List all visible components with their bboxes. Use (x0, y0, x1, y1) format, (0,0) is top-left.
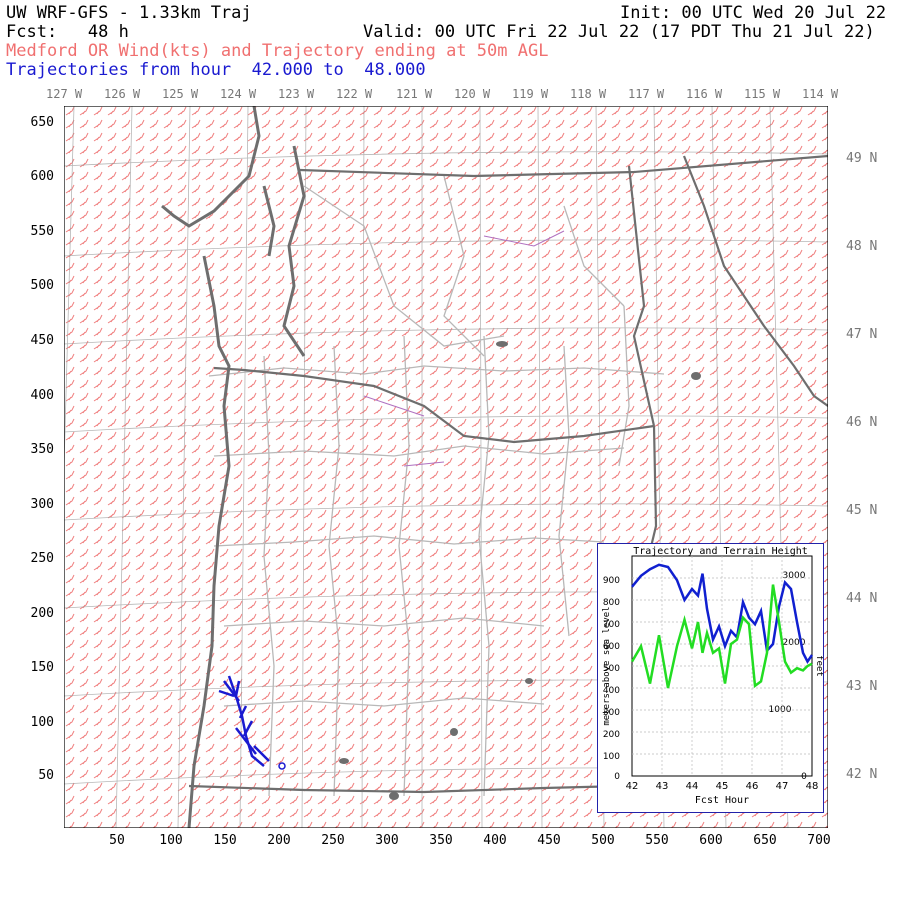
inset-left-tick: 800 (603, 598, 620, 608)
county-boundaries (208, 175, 665, 797)
inset-x-tick: 48 (806, 781, 819, 792)
latitude-label: 43 N (846, 679, 878, 694)
pacific-coast (187, 255, 231, 828)
latitude-label: 46 N (846, 415, 878, 430)
product-title: UW WRF-GFS - 1.33km Traj (6, 3, 252, 23)
y-tick-label: 650 (30, 115, 54, 130)
longitude-label: 114 W (802, 87, 839, 101)
trajectory-path (218, 675, 270, 767)
y-tick-label: 550 (30, 224, 54, 239)
x-tick-label: 550 (645, 833, 669, 848)
or-ca-border (188, 784, 625, 794)
inset-left-tick: 500 (603, 664, 620, 674)
trajectory-range: Trajectories from hour 42.000 to 48.000 (6, 60, 426, 80)
longitude-label: 120 W (454, 87, 491, 101)
inset-left-tick: 400 (603, 686, 620, 696)
y-tick-label: 500 (30, 278, 54, 293)
inset-chart: 900 800 700 600 500 400 300 200 100 0 30… (602, 555, 823, 806)
inset-right-axis-label: feet (814, 655, 823, 677)
longitude-label: 121 W (396, 87, 433, 101)
longitude-label: 127 W (46, 87, 83, 101)
inset-x-tick: 43 (656, 781, 669, 792)
trajectory-height-line (631, 563, 814, 665)
x-tick-label: 450 (537, 833, 561, 848)
longitude-label: 124 W (220, 87, 257, 101)
init-time: Init: 00 UTC Wed 20 Jul 22 (620, 3, 887, 23)
longitude-label: 117 W (628, 87, 665, 101)
x-tick-label: 650 (753, 833, 777, 848)
inset-left-tick: 700 (603, 620, 620, 630)
valid-time: Valid: 00 UTC Fri 22 Jul 22 (17 PDT Thu … (363, 22, 875, 42)
trajectory-terrain-inset: Trajectory and Terrain Height 900 800 70… (597, 543, 824, 813)
latitude-label: 44 N (846, 591, 878, 606)
rivers (363, 230, 565, 467)
forecast-hour: Fcst: 48 h (6, 22, 129, 42)
inset-x-tick: 47 (776, 781, 789, 792)
longitude-label: 125 W (162, 87, 199, 101)
x-tick-label: 300 (375, 833, 399, 848)
latitude-label: 47 N (846, 327, 878, 342)
inset-title: Trajectory and Terrain Height (633, 546, 808, 557)
y-tick-label: 400 (30, 388, 54, 403)
puget-sound (282, 145, 306, 357)
longitude-label: 115 W (744, 87, 781, 101)
id-mt-border (682, 155, 828, 407)
x-tick-label: 250 (321, 833, 345, 848)
longitude-label: 126 W (104, 87, 141, 101)
x-tick-label: 200 (267, 833, 291, 848)
longitude-label: 118 W (570, 87, 607, 101)
longitude-label: 116 W (686, 87, 723, 101)
inset-x-axis-label: Fcst Hour (695, 795, 749, 806)
wa-or-border (213, 366, 655, 444)
y-tick-label: 200 (30, 606, 54, 621)
terrain-height-line (630, 584, 813, 689)
inset-left-tick: 900 (603, 576, 620, 586)
inset-x-tick: 46 (746, 781, 759, 792)
canada-border (299, 154, 828, 178)
x-tick-label: 150 (213, 833, 237, 848)
x-tick-label: 100 (159, 833, 183, 848)
longitude-label: 122 W (336, 87, 373, 101)
coastline (161, 106, 306, 828)
y-tick-label: 600 (30, 169, 54, 184)
inset-left-axis-label: meters above sea level (602, 606, 612, 725)
longitude-label: 119 W (512, 87, 549, 101)
y-tick-label: 50 (38, 768, 54, 783)
inset-left-tick: 200 (603, 730, 620, 740)
y-tick-label: 300 (30, 497, 54, 512)
x-tick-label: 600 (699, 833, 723, 848)
inset-left-tick: 0 (614, 772, 620, 782)
x-tick-label: 50 (109, 833, 125, 848)
latitude-label: 49 N (846, 151, 878, 166)
latitude-label: 42 N (846, 767, 878, 782)
longitude-label: 123 W (278, 87, 315, 101)
inset-x-tick: 42 (626, 781, 639, 792)
lakes (339, 341, 701, 800)
inset-right-tick: 2000 (783, 638, 806, 648)
trajectory-end-marker (278, 762, 286, 770)
inset-x-tick: 45 (716, 781, 729, 792)
y-tick-label: 100 (30, 715, 54, 730)
x-tick-label: 400 (483, 833, 507, 848)
inset-right-tick: 0 (801, 772, 807, 782)
inset-right-tick: 3000 (783, 571, 806, 581)
latitude-label: 45 N (846, 503, 878, 518)
inset-left-tick: 300 (603, 708, 620, 718)
y-tick-label: 350 (30, 442, 54, 457)
x-tick-label: 350 (429, 833, 453, 848)
inset-left-tick: 600 (603, 642, 620, 652)
inset-x-tick: 44 (686, 781, 699, 792)
inset-left-tick: 100 (603, 752, 620, 762)
wa-id-border (627, 165, 656, 427)
x-tick-label: 700 (807, 833, 831, 848)
y-tick-label: 150 (30, 660, 54, 675)
latitude-label: 48 N (846, 239, 878, 254)
map-subtitle: Medford OR Wind(kts) and Trajectory endi… (6, 41, 549, 61)
inset-series (630, 563, 814, 689)
x-tick-label: 500 (591, 833, 615, 848)
y-tick-label: 450 (30, 333, 54, 348)
y-tick-label: 250 (30, 551, 54, 566)
